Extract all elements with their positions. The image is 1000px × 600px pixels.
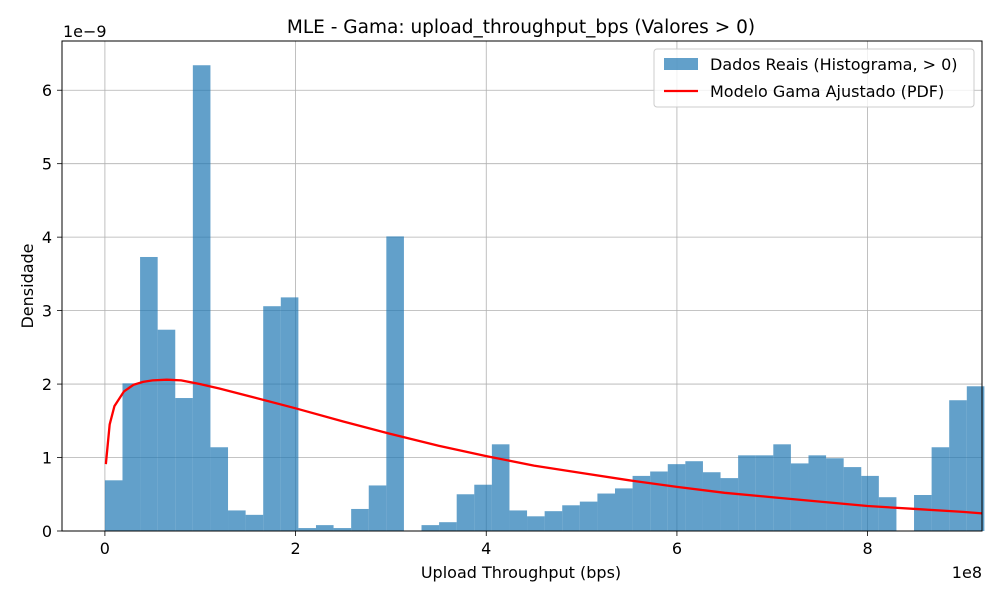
histogram-bar bbox=[914, 495, 932, 531]
histogram-bar bbox=[527, 516, 545, 531]
legend-label-pdf: Modelo Gama Ajustado (PDF) bbox=[710, 82, 944, 101]
histogram-bar bbox=[790, 463, 809, 531]
histogram-bar bbox=[439, 522, 457, 531]
histogram-bar bbox=[702, 472, 721, 531]
y-tick-label: 6 bbox=[42, 81, 52, 100]
histogram-bar bbox=[157, 329, 176, 531]
histogram-bar bbox=[931, 447, 950, 531]
histogram-bars bbox=[104, 65, 985, 531]
axis-ticks: 0 2 4 6 8 0 1 2 3 4 5 6 bbox=[42, 81, 873, 558]
legend-swatch-histogram bbox=[664, 58, 698, 70]
histogram-bar bbox=[843, 467, 862, 531]
histogram-bar bbox=[228, 510, 246, 531]
histogram-bar bbox=[738, 455, 756, 531]
histogram-bar bbox=[263, 306, 281, 531]
histogram-bar bbox=[474, 484, 492, 531]
histogram-bar bbox=[597, 493, 616, 531]
histogram-bar bbox=[861, 475, 879, 531]
legend: Dados Reais (Histograma, > 0) Modelo Gam… bbox=[653, 48, 975, 108]
histogram-bar bbox=[280, 297, 299, 531]
histogram-bar bbox=[878, 497, 897, 531]
y-tick-label: 3 bbox=[42, 302, 52, 321]
histogram-bar bbox=[368, 485, 387, 531]
histogram-bar bbox=[351, 508, 369, 531]
histogram-bar bbox=[579, 501, 598, 531]
histogram-bar bbox=[104, 480, 123, 531]
histogram-bar bbox=[333, 528, 352, 531]
x-offset-text: 1e8 bbox=[952, 563, 982, 582]
histogram-bar bbox=[632, 475, 651, 531]
x-tick-label: 6 bbox=[672, 539, 682, 558]
grid bbox=[62, 41, 982, 532]
pdf-line bbox=[104, 378, 983, 515]
histogram-bar bbox=[615, 488, 633, 531]
histogram-bar bbox=[650, 471, 668, 531]
histogram-bar bbox=[192, 65, 211, 531]
histogram-bar bbox=[773, 444, 791, 531]
histogram-bar bbox=[562, 505, 580, 531]
x-tick-label: 4 bbox=[481, 539, 491, 558]
histogram-bar bbox=[456, 494, 475, 531]
chart-title: MLE - Gama: upload_throughput_bps (Valor… bbox=[287, 17, 755, 38]
legend-box bbox=[653, 48, 975, 108]
histogram-bar bbox=[122, 383, 141, 531]
x-tick-label: 2 bbox=[290, 539, 300, 558]
y-tick-label: 2 bbox=[42, 375, 52, 394]
histogram-bar bbox=[421, 525, 440, 531]
histogram-bar bbox=[210, 447, 229, 531]
histogram-bar bbox=[826, 458, 844, 531]
histogram-bar bbox=[949, 400, 967, 531]
histogram-bar bbox=[755, 455, 774, 531]
x-tick-label: 0 bbox=[100, 539, 110, 558]
histogram-bar bbox=[140, 256, 158, 531]
x-tick-label: 8 bbox=[863, 539, 873, 558]
histogram-bar bbox=[245, 514, 264, 531]
x-axis-label: Upload Throughput (bps) bbox=[421, 563, 621, 582]
histogram-bar bbox=[720, 478, 739, 531]
histogram-bar bbox=[685, 461, 703, 531]
histogram-bar bbox=[315, 525, 334, 531]
histogram-bar bbox=[298, 528, 316, 531]
histogram-bar bbox=[966, 386, 985, 531]
histogram-bar bbox=[667, 464, 686, 531]
y-axis-label: Densidade bbox=[18, 243, 37, 328]
y-tick-label: 5 bbox=[42, 155, 52, 174]
y-tick-label: 1 bbox=[42, 449, 52, 468]
histogram-bar bbox=[509, 510, 528, 531]
legend-label-histogram: Dados Reais (Histograma, > 0) bbox=[710, 55, 958, 74]
histogram-bar bbox=[175, 398, 193, 531]
histogram-bar bbox=[491, 444, 510, 531]
histogram-bar bbox=[386, 236, 404, 531]
y-offset-text: 1e−9 bbox=[63, 22, 107, 41]
histogram-bar bbox=[808, 455, 827, 531]
y-tick-label: 0 bbox=[42, 522, 52, 541]
y-tick-label: 4 bbox=[42, 228, 52, 247]
plot-frame bbox=[61, 40, 983, 532]
histogram-bar bbox=[544, 511, 563, 531]
